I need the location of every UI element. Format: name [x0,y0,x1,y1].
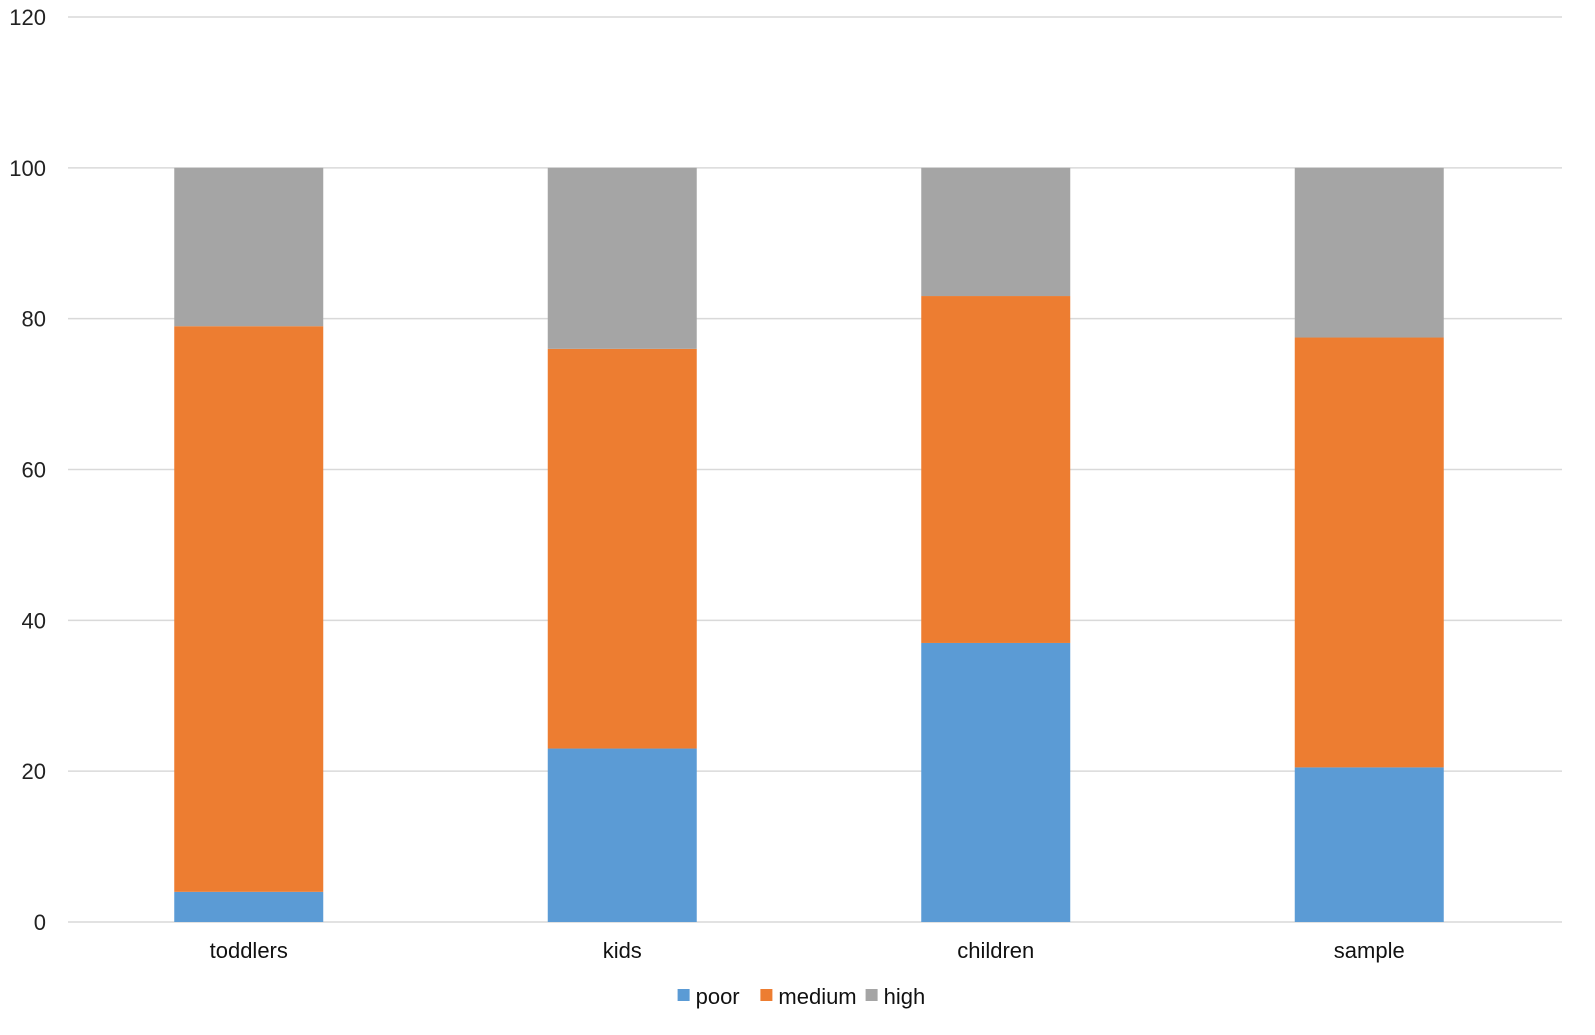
x-category-label: sample [1334,938,1405,963]
y-tick-label: 60 [22,458,46,483]
legend-swatch-high [865,989,878,1001]
bars [174,167,1444,922]
x-category-label: children [957,938,1034,963]
bar-sample-medium [1294,337,1444,768]
bar-sample-poor [1294,767,1444,922]
bar-toddlers-medium [174,326,324,892]
legend-swatch-medium [760,989,773,1001]
bar-kids-high [547,167,697,349]
bar-kids-poor [547,748,697,922]
y-tick-label: 20 [22,759,46,784]
y-tick-label: 100 [9,156,46,181]
bar-children-medium [921,296,1071,643]
x-category-label: kids [603,938,642,963]
bar-children-high [921,167,1071,297]
y-tick-label: 40 [22,608,46,633]
y-axis-tick-labels: 0 20 40 60 80 100 120 [9,5,46,935]
x-category-label: toddlers [210,938,288,963]
bar-toddlers-high [174,167,324,327]
legend-item-medium: medium [760,984,857,1009]
legend-label-medium: medium [778,984,856,1009]
bar-toddlers-poor [174,891,324,922]
legend: poor medium high [677,984,926,1009]
legend-item-poor: poor [677,984,740,1009]
x-axis-category-labels: toddlers kids children sample [210,938,1405,963]
bar-kids-medium [547,348,697,749]
legend-label-high: high [884,984,926,1009]
legend-item-high: high [865,984,926,1009]
bar-children-poor [921,642,1071,922]
y-tick-label: 0 [34,910,46,935]
y-tick-label: 80 [22,307,46,332]
bar-sample-high [1294,167,1444,338]
y-tick-label: 120 [9,5,46,30]
legend-swatch-poor [677,989,690,1001]
legend-label-poor: poor [696,984,740,1009]
